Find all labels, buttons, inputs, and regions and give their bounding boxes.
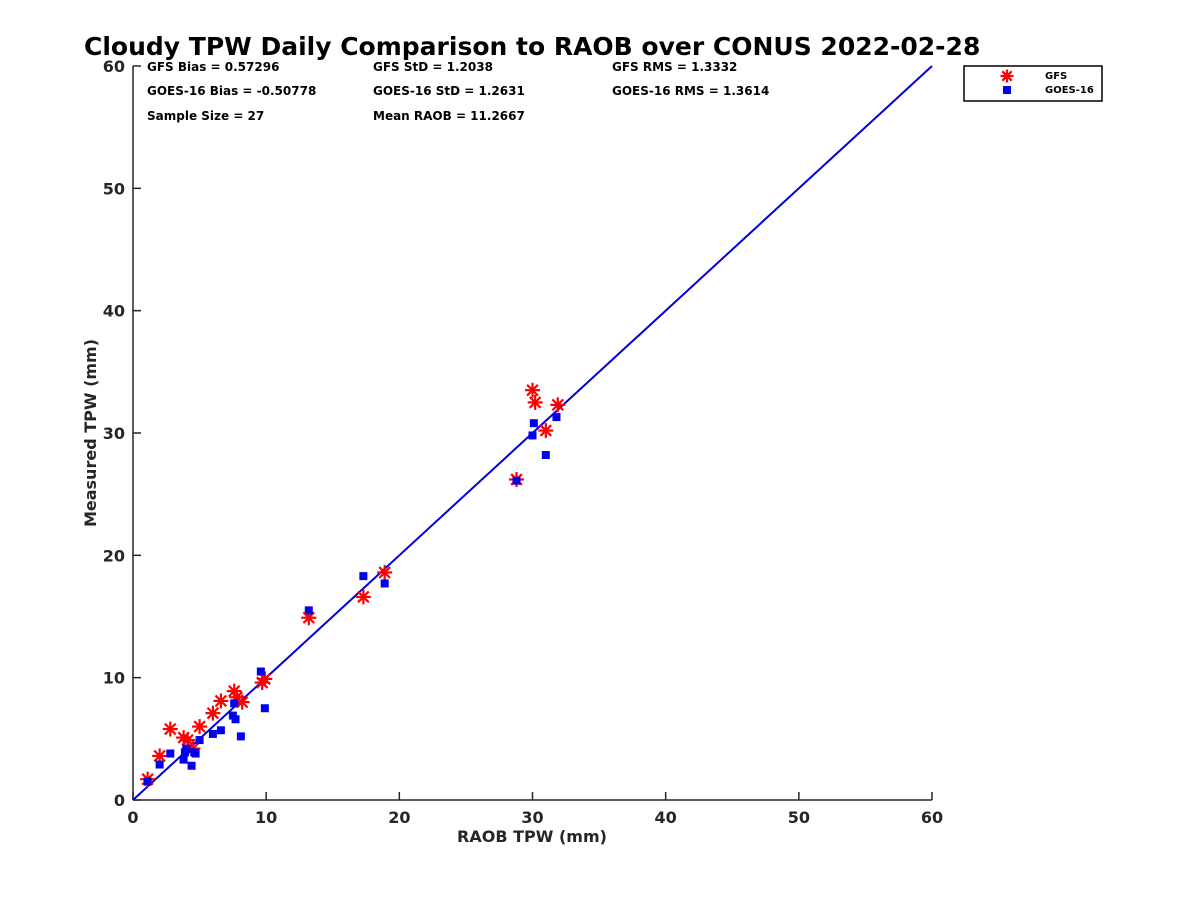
stat-goes-bias: GOES-16 Bias = -0.50778 (147, 84, 316, 98)
x-tick-label: 40 (655, 808, 677, 827)
goes-16-point (155, 760, 164, 769)
gfs-point (538, 423, 554, 439)
goes-16-point (179, 755, 188, 764)
x-axis-label: RAOB TPW (mm) (457, 827, 607, 846)
y-tick-label: 20 (103, 546, 125, 565)
goes-16-point (260, 704, 269, 713)
stat-gfs-bias: GFS Bias = 0.57296 (147, 60, 279, 74)
x-tick-label: 60 (921, 808, 943, 827)
stats-panel: GFS Bias = 0.57296 GFS StD = 1.2038 GFS … (147, 60, 769, 123)
x-tick-label: 20 (388, 808, 410, 827)
legend-goes-label: GOES-16 (1045, 85, 1094, 96)
goes-16-point (187, 761, 196, 770)
legend-goes-marker-icon (1003, 86, 1011, 94)
gfs-point (527, 394, 543, 410)
stat-sample-size: Sample Size = 27 (147, 109, 264, 123)
legend-gfs-marker-icon (1000, 69, 1014, 83)
goes-16-point (208, 729, 217, 738)
x-tick-label: 50 (788, 808, 810, 827)
gfs-point (355, 589, 371, 605)
goes-16-point (512, 476, 521, 485)
y-tick-label: 50 (103, 179, 125, 198)
stat-mean-raob: Mean RAOB = 11.2667 (373, 109, 525, 123)
x-tick-label: 10 (255, 808, 277, 827)
x-tick-label: 30 (521, 808, 543, 827)
y-tick-label: 30 (103, 424, 125, 443)
goes-16-point (191, 749, 200, 758)
goes-16-point (529, 419, 538, 428)
legend-box (963, 65, 1103, 102)
plot-area: 0 10 20 30 40 50 60 0 10 20 30 40 50 60 (103, 57, 943, 827)
gfs-point (550, 397, 566, 413)
stat-gfs-std: GFS StD = 1.2038 (373, 60, 493, 74)
goes-16-point (195, 736, 204, 745)
goes-16-point (182, 744, 191, 753)
gfs-point (205, 705, 221, 721)
goes-16-point (304, 606, 313, 615)
gfs-point (525, 382, 540, 398)
goes-16-point (256, 667, 265, 676)
gfs-point (377, 564, 393, 580)
goes-16-point (236, 732, 245, 741)
stat-gfs-rms: GFS RMS = 1.3332 (612, 60, 737, 74)
legend: GFS GOES-16 (963, 65, 1103, 102)
goes-16-point (230, 699, 239, 708)
y-tick-label: 10 (103, 669, 125, 688)
y-axis-label: Measured TPW (mm) (81, 339, 100, 527)
goes-16-point (216, 726, 225, 735)
chart-title: Cloudy TPW Daily Comparison to RAOB over… (84, 32, 980, 61)
goes-16-point (541, 451, 550, 460)
gfs-point (213, 693, 229, 709)
gfs-point (162, 721, 178, 737)
y-tick-label: 0 (114, 791, 125, 810)
goes-16-point (143, 777, 152, 786)
goes-16-point (528, 431, 537, 440)
goes-16-point (359, 572, 368, 581)
y-tick-label: 60 (103, 57, 125, 76)
x-tick-label: 0 (127, 808, 138, 827)
goes-16-point (166, 749, 175, 758)
y-tick-label: 40 (103, 302, 125, 321)
goes-16-point (380, 579, 389, 588)
gfs-point (192, 719, 208, 735)
goes-16-point (231, 715, 240, 724)
stat-goes-std: GOES-16 StD = 1.2631 (373, 84, 525, 98)
goes-16-point (552, 413, 561, 422)
stat-goes-rms: GOES-16 RMS = 1.3614 (612, 84, 769, 98)
legend-gfs-label: GFS (1045, 71, 1067, 82)
